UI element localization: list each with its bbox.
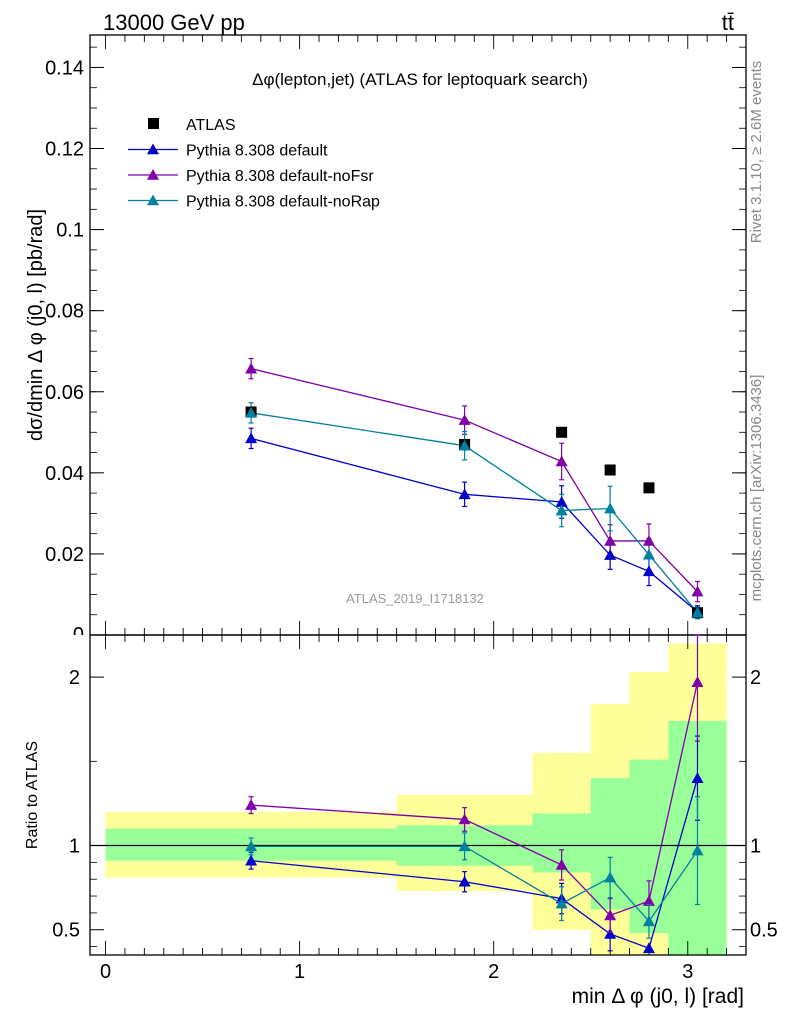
data-point-triangle: [147, 169, 159, 180]
ratio-series-line: [251, 845, 699, 923]
y-tick-label: 0.06: [45, 382, 84, 404]
data-point-triangle: [458, 439, 471, 451]
data-point-triangle: [147, 194, 159, 206]
data-point-triangle: [458, 875, 471, 887]
data-point-triangle: [691, 585, 704, 597]
watermark: ATLAS_2019_I1718132: [346, 591, 484, 606]
x-tick-label: 0: [100, 961, 111, 983]
series-line: [250, 368, 698, 593]
data-point-square: [604, 464, 616, 476]
data-point-triangle: [245, 854, 258, 866]
data-point-triangle: [642, 942, 655, 954]
top-y-axis-label: dσ/dmin Δ φ (j0, l) [pb/rad]: [25, 209, 47, 441]
data-point-triangle: [458, 414, 471, 425]
ratio-y-axis-label: Ratio to ATLAS: [24, 741, 41, 849]
legend-label: Pythia 8.308 default: [186, 143, 328, 160]
legend-label: ATLAS: [186, 117, 236, 134]
label-clip: [40, 635, 90, 645]
data-point-triangle: [555, 496, 568, 507]
y-tick-label: 0.04: [45, 463, 84, 485]
x-tick-label: 3: [682, 961, 693, 983]
data-point-triangle: [555, 897, 568, 909]
data-point-triangle: [604, 909, 617, 921]
data-point-triangle: [245, 840, 258, 852]
ratio-y-tick-label: 2: [69, 667, 80, 689]
data-point-triangle: [604, 871, 617, 883]
ratio-y-tick-label: 0.5: [52, 920, 80, 942]
series-line: [250, 437, 698, 613]
legend: ATLAS Pythia 8.308 default Pythia 8.308 de…: [128, 117, 380, 211]
data-point-square: [643, 482, 655, 494]
x-axis-label: min Δ φ (j0, l) [rad]: [572, 985, 744, 1008]
data-point-triangle: [555, 504, 568, 516]
data-point-triangle: [642, 548, 655, 560]
ratio-y-tick-label: 0.5: [750, 920, 778, 942]
ratio-y-tick-label: 1: [69, 836, 80, 858]
plot-title: Δφ(lepton,jet) (ATLAS for leptoquark sea…: [252, 70, 588, 89]
y-tick-label: 0.08: [45, 301, 84, 323]
header-left: 13000 GeV pp: [103, 10, 245, 35]
data-point-triangle: [642, 565, 655, 577]
top-y-axis-label-text: dσ/dmin Δ φ (j0, l) [pb/rad]: [25, 209, 47, 441]
data-point-triangle: [691, 844, 704, 856]
main-plot-panel: 0.020.040.060.080.10.120.140: [40, 34, 747, 646]
ratio-y-tick-label: 2: [750, 667, 761, 689]
data-point-triangle: [604, 549, 617, 560]
mcplots-label: mcplots.cern.ch [arXiv:1306.3436]: [748, 375, 765, 602]
data-point-triangle: [555, 455, 568, 467]
data-point-triangle: [458, 840, 471, 852]
rivet-label: Rivet 3.1.10, ≥ 2.6M events: [748, 61, 765, 244]
data-point-triangle: [555, 858, 568, 870]
bottom-frame: [89, 634, 747, 956]
y-tick-label: 0.1: [56, 220, 84, 242]
data-point-triangle: [691, 772, 704, 783]
y-tick-label: 0.14: [45, 57, 84, 79]
data-point-triangle: [604, 927, 617, 939]
y-tick-label: 0.02: [45, 544, 84, 566]
legend-marker-square: [148, 118, 159, 129]
data-point-triangle: [604, 502, 617, 514]
data-point-triangle: [691, 606, 704, 618]
ratio-series-line: [251, 777, 699, 950]
data-point-triangle: [691, 676, 704, 687]
ratio-y-tick-label: 1: [750, 836, 761, 858]
data-point-triangle: [458, 488, 471, 500]
y-tick-label: 0.12: [45, 139, 84, 161]
data-point-triangle: [245, 362, 258, 374]
legend-label: Pythia 8.308 default-noFsr: [186, 168, 374, 185]
x-tick-label: 2: [488, 961, 499, 983]
legend-label: Pythia 8.308 default-noRap: [186, 194, 380, 211]
data-point-triangle: [642, 915, 655, 927]
ratio-plot-panel: 0 1 2 3 0.5 0.5 1 1 2 2: [52, 634, 778, 983]
data-point-triangle: [642, 895, 655, 906]
data-point-square: [556, 426, 568, 438]
data-point-triangle: [604, 534, 617, 546]
data-point-triangle: [458, 813, 471, 825]
series-line: [250, 412, 698, 614]
data-point-triangle: [245, 406, 258, 418]
x-tick-label: 1: [294, 961, 305, 983]
header-right: tt̄: [722, 10, 734, 35]
data-point-triangle: [245, 799, 258, 810]
data-point-triangle: [642, 534, 655, 546]
data-point-triangle: [147, 143, 159, 155]
data-point-triangle: [245, 432, 258, 444]
